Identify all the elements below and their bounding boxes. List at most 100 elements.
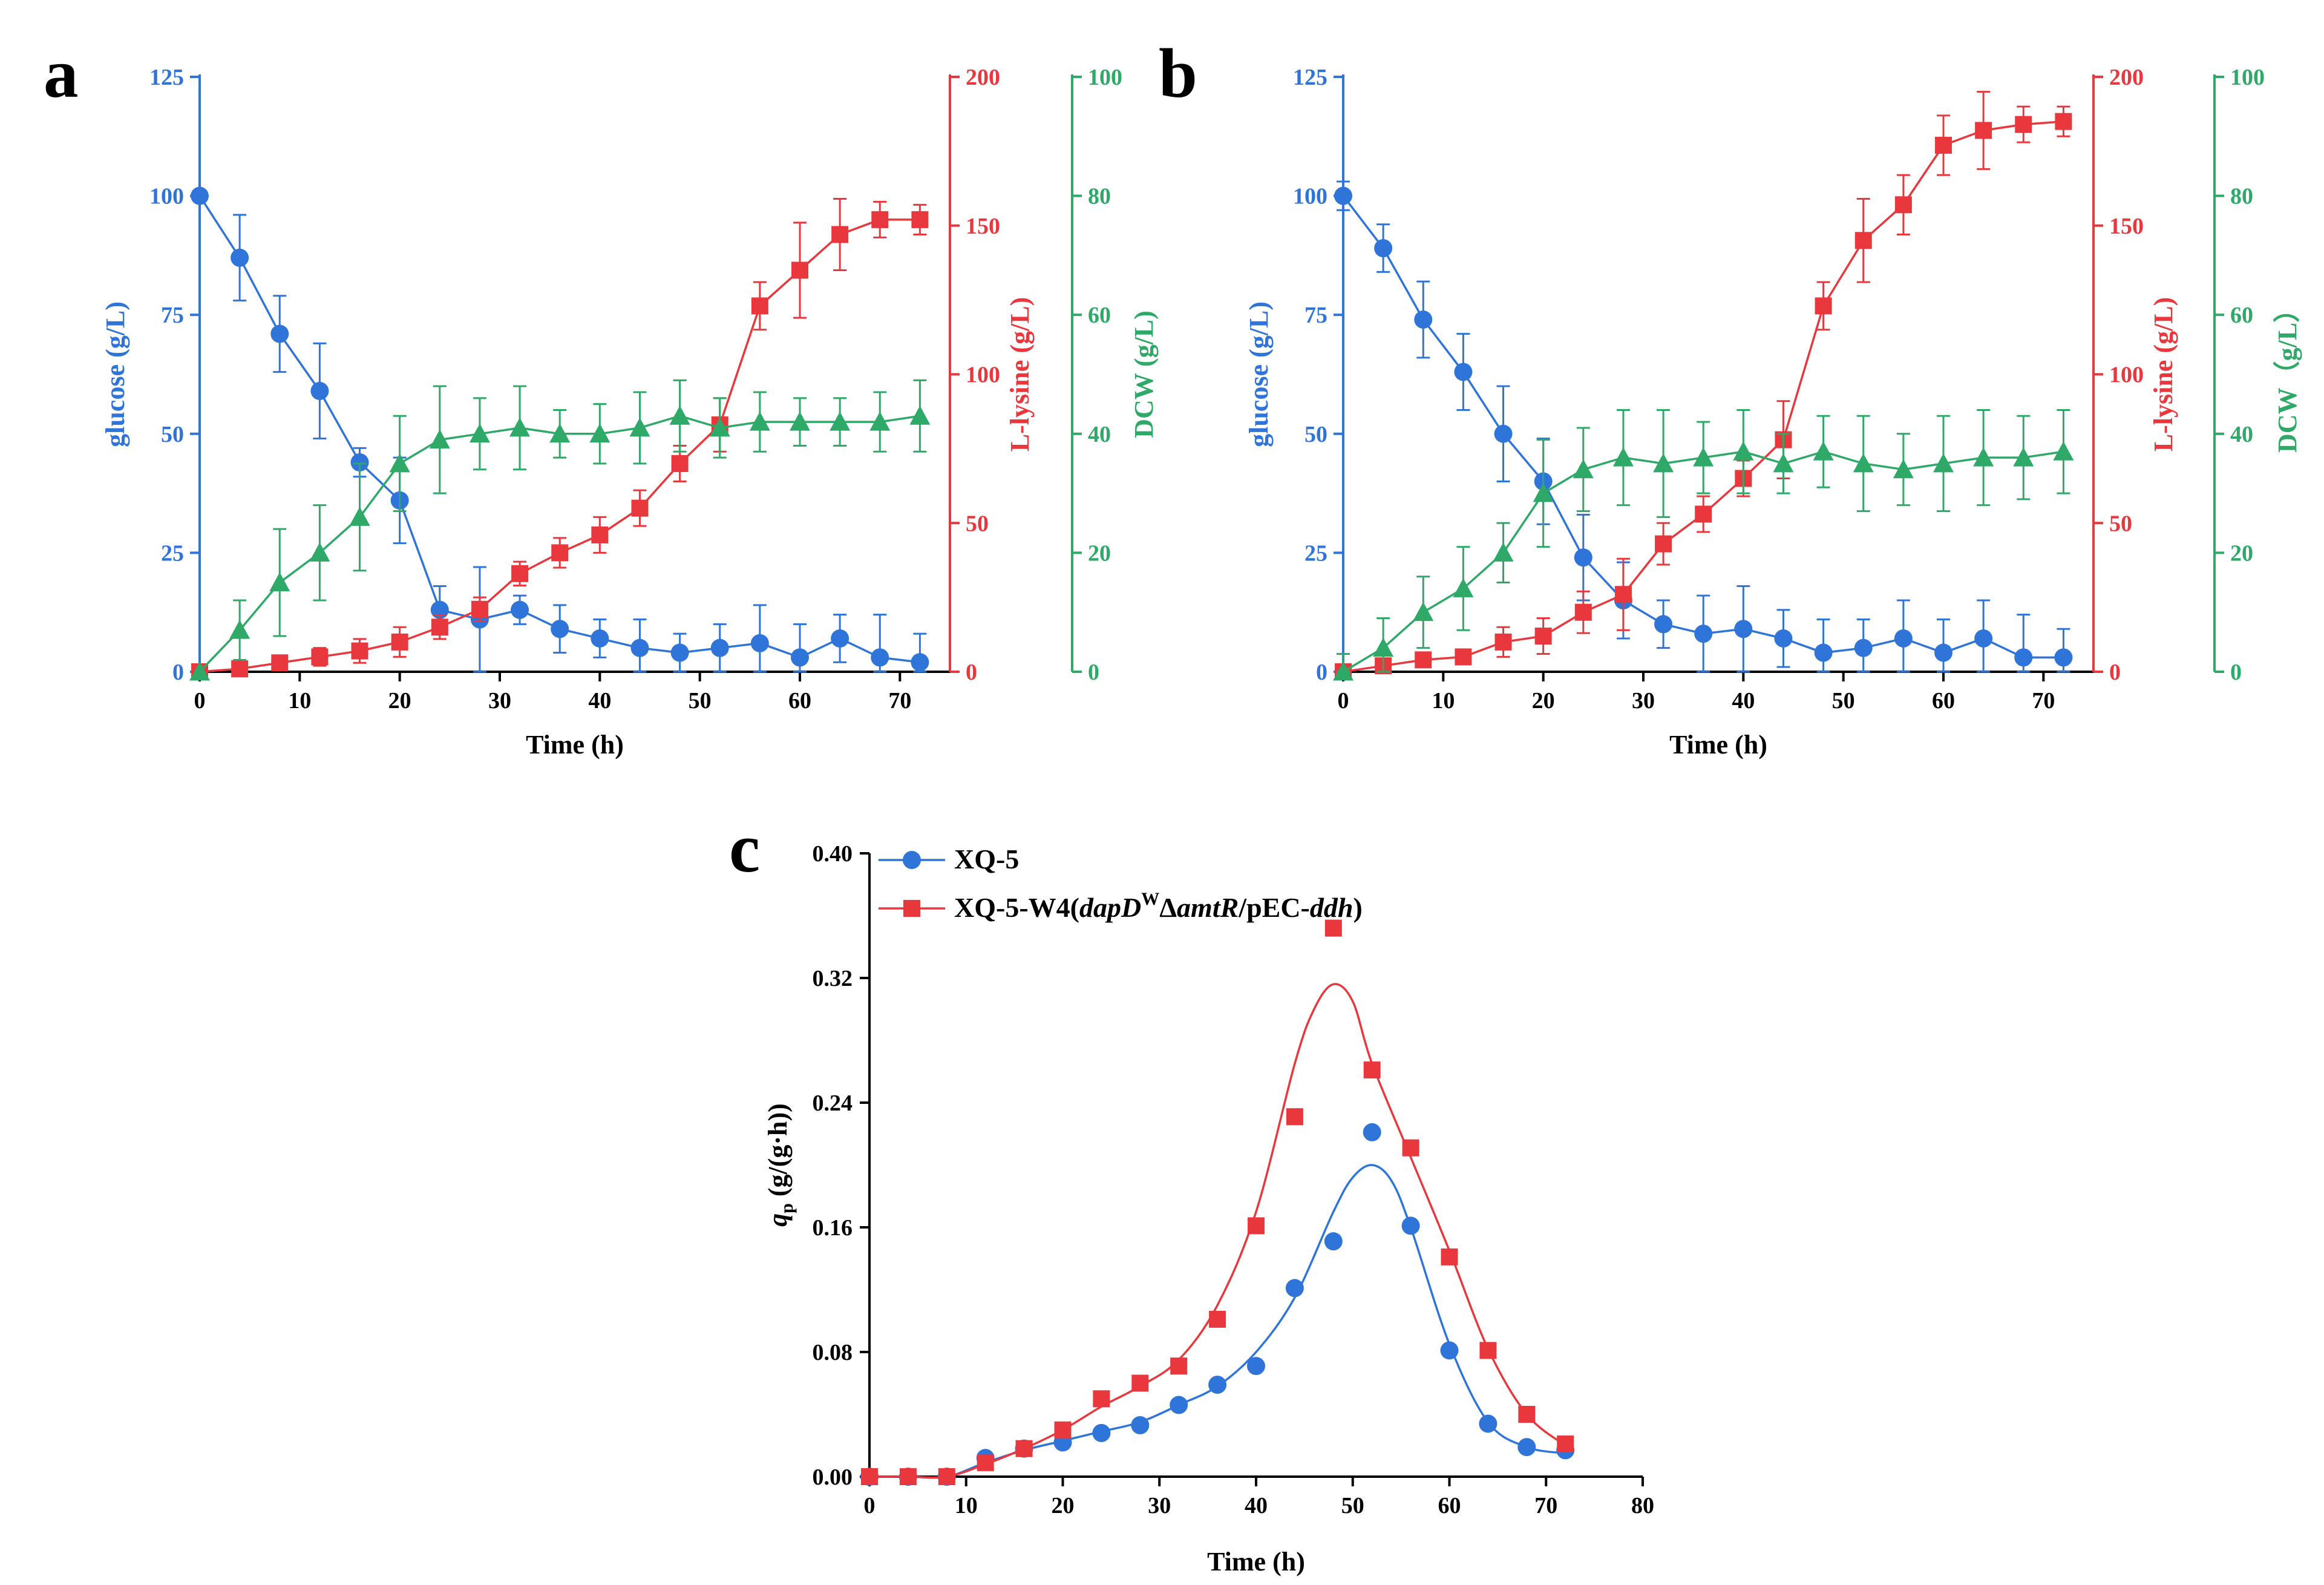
- data-point: [2014, 648, 2033, 667]
- data-point: [350, 453, 369, 471]
- left-tick-label: 100: [149, 184, 184, 209]
- panel-letter-c: c: [729, 810, 760, 887]
- data-point: [1479, 1342, 1497, 1359]
- legend: XQ-5 XQ-5-W4(dapDWΔamtR/pEC-ddh): [879, 844, 1363, 923]
- data-point: [2053, 441, 2074, 461]
- data-point: [1248, 1217, 1265, 1235]
- data-point: [310, 382, 329, 401]
- data-point: [1363, 1123, 1381, 1141]
- data-point: [1170, 1357, 1188, 1375]
- right1-axis-title: L-lysine (g/L): [1005, 297, 1035, 451]
- y-tick-label: 0.08: [813, 1340, 853, 1365]
- left-tick-label: 50: [1304, 422, 1327, 447]
- data-point: [1373, 637, 1394, 657]
- data-point: [1693, 447, 1714, 467]
- x-tick-label: 20: [388, 688, 411, 714]
- data-point: [710, 638, 729, 657]
- data-point: [1454, 363, 1473, 381]
- data-point: [189, 661, 210, 681]
- data-point: [1402, 1139, 1419, 1157]
- x-tick-label: 40: [1245, 1493, 1268, 1518]
- data-point: [1933, 453, 1954, 473]
- x-tick-label: 0: [864, 1493, 876, 1518]
- data-point: [1324, 1232, 1343, 1251]
- data-point: [311, 648, 329, 666]
- data-point: [1441, 1248, 1458, 1265]
- data-point: [1479, 1414, 1498, 1433]
- x-tick-label: 80: [1631, 1493, 1654, 1518]
- right2-axis-title: DCW (g/L): [1129, 310, 1159, 438]
- right2-tick-label: 100: [1088, 65, 1122, 90]
- data-point: [909, 405, 931, 425]
- legend-marker: [903, 900, 920, 917]
- data-point: [830, 412, 851, 431]
- x-tick-label: 10: [955, 1493, 978, 1518]
- y-tick-label: 0.00: [813, 1465, 853, 1490]
- left-tick-label: 0: [172, 660, 184, 685]
- right2-tick-label: 0: [2230, 660, 2242, 685]
- data-point: [1518, 1406, 1536, 1423]
- x-tick-label: 50: [689, 688, 712, 714]
- data-point: [1015, 1440, 1033, 1457]
- x-tick-label: 20: [1052, 1493, 1075, 1518]
- data-point: [589, 423, 610, 443]
- y-tick-label: 0.32: [813, 966, 853, 991]
- data-point: [899, 1468, 917, 1485]
- chart-panel-b: b 0 10 20 30 40 50 60 70 Time (h) 0 25 50 75 100 125 glu…: [1159, 35, 2302, 760]
- x-tick-label: 60: [1438, 1493, 1461, 1518]
- data-point: [1494, 424, 1513, 443]
- x-tick-label: 70: [1534, 1493, 1557, 1518]
- data-point: [1363, 1061, 1381, 1078]
- data-point: [1414, 310, 1433, 329]
- data-point: [790, 412, 810, 431]
- data-point: [1285, 1279, 1304, 1298]
- x-axis-title: Time (h): [1669, 730, 1767, 760]
- data-point: [551, 544, 569, 562]
- legend-label-part: ): [1353, 892, 1362, 923]
- data-point: [1440, 1341, 1459, 1360]
- data-point: [1415, 651, 1432, 669]
- data-point: [1557, 1435, 1574, 1452]
- x-tick-label: 70: [2032, 688, 2055, 714]
- x-tick-label: 50: [1832, 688, 1855, 714]
- data-point: [591, 526, 609, 543]
- legend-label-part: amtR: [1177, 892, 1239, 923]
- x-tick-label: 10: [1432, 688, 1455, 714]
- left-tick-label: 100: [1293, 184, 1327, 209]
- data-point: [1131, 1416, 1150, 1435]
- legend-label-part: ddh: [1310, 892, 1353, 923]
- data-point: [1975, 122, 1992, 139]
- y-axis-title-symbol: q: [763, 1213, 793, 1227]
- data-point: [871, 211, 889, 228]
- data-point: [670, 643, 689, 662]
- data-point: [1695, 505, 1712, 523]
- data-point: [1654, 615, 1673, 634]
- data-point: [1324, 919, 1342, 937]
- data-point: [1813, 441, 1834, 461]
- data-point: [861, 1468, 878, 1485]
- data-point: [231, 660, 249, 678]
- chart-panel-c: c 0 10 20 30 40 50 60 70 80 0.00 0.08 0.16 0.24 0.32 0.…: [729, 810, 1654, 1577]
- data-point: [1517, 1438, 1536, 1457]
- x-tick-label: 30: [488, 688, 511, 714]
- data-point: [977, 1454, 994, 1471]
- data-point: [1209, 1310, 1226, 1328]
- data-point: [1092, 1423, 1111, 1442]
- data-point: [1333, 661, 1353, 681]
- data-point: [791, 648, 809, 667]
- data-point: [1934, 643, 1952, 662]
- right2-tick-label: 40: [1088, 422, 1111, 447]
- x-tick-label: 30: [1148, 1493, 1171, 1518]
- data-point: [1574, 603, 1592, 621]
- right1-axis-title: L-lysine (g/L): [2149, 297, 2178, 451]
- left-tick-label: 0: [1316, 660, 1327, 685]
- left-tick-label: 125: [149, 65, 184, 90]
- x-tick-label: 20: [1532, 688, 1555, 714]
- data-point: [631, 499, 649, 517]
- data-point: [2055, 113, 2072, 130]
- right1-tick-label: 200: [2109, 65, 2144, 90]
- legend-label-part: dapD: [1079, 892, 1141, 923]
- data-point: [751, 297, 768, 315]
- fit-curve: [869, 983, 1566, 1479]
